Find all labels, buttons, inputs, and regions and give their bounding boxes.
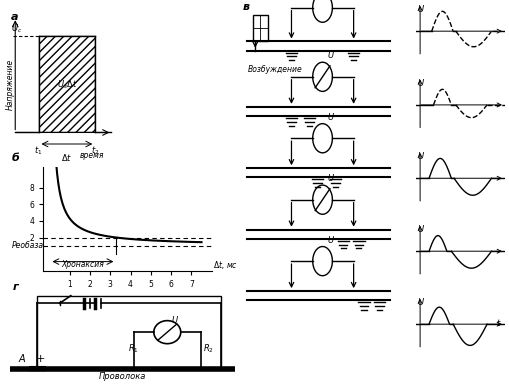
Text: Хронаксия: Хронаксия [61,260,104,268]
Text: $U_c$: $U_c$ [11,22,23,35]
Text: $\Delta t$, мс: $\Delta t$, мс [213,259,238,271]
Text: время: время [80,151,104,161]
Text: Напряжение: Напряжение [6,59,15,110]
Text: $R_1$: $R_1$ [128,343,138,355]
Text: $U$: $U$ [417,3,425,14]
Text: г: г [12,282,18,292]
Text: $U$: $U$ [417,150,425,161]
Text: +: + [36,354,45,364]
Text: $U$: $U$ [417,223,425,234]
Text: $U$: $U$ [327,233,335,245]
Text: $U$: $U$ [327,172,335,183]
Text: $R_2$: $R_2$ [203,343,214,355]
Text: Проволока: Проволока [99,372,146,381]
Text: $\Delta t$: $\Delta t$ [61,152,72,163]
Text: б: б [11,153,19,163]
Text: $U$: $U$ [327,111,335,122]
Text: а: а [11,13,18,23]
Text: Реобаза: Реобаза [11,241,43,250]
Bar [39,36,95,132]
Text: $t$: $t$ [495,317,500,328]
Text: Возбуждение: Возбуждение [247,65,302,74]
Text: $U$: $U$ [171,314,178,324]
Bar [252,15,268,41]
Text: в: в [242,2,249,12]
Text: $U_s\Delta t$: $U_s\Delta t$ [56,78,77,91]
Bar [37,296,221,369]
Text: A: A [18,354,24,364]
Text: $U$: $U$ [417,296,425,307]
Text: $U$: $U$ [327,49,335,60]
Text: $U$: $U$ [417,76,425,88]
Text: $t_1$: $t_1$ [34,145,43,157]
Text: $t_2$: $t_2$ [91,145,99,157]
